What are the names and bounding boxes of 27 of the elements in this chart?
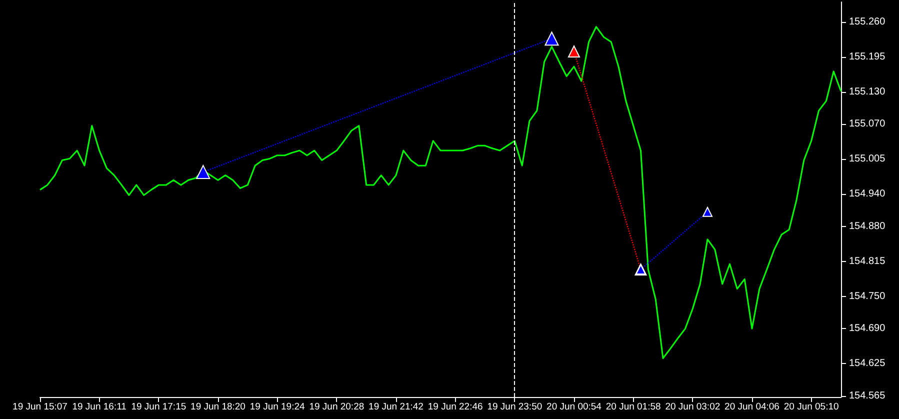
- x-tick-label: 19 Jun 20:28: [309, 402, 364, 412]
- y-tick-label: 155.260: [849, 16, 886, 28]
- y-tick-label: 154.940: [849, 188, 886, 200]
- y-tick-label: 154.750: [849, 290, 886, 302]
- y-tick-label: 154.565: [849, 390, 886, 402]
- y-tick-label: 154.625: [849, 358, 886, 370]
- x-tick-label: 19 Jun 22:46: [428, 402, 483, 412]
- x-tick-label: 20 Jun 03:02: [665, 402, 720, 412]
- x-tick-label: 20 Jun 01:58: [606, 402, 661, 412]
- x-tick-label: 19 Jun 17:15: [131, 402, 186, 412]
- y-tick-label: 155.005: [849, 154, 886, 165]
- y-tick-label: 155.070: [849, 118, 886, 130]
- x-tick-label: 20 Jun 05:10: [784, 402, 839, 412]
- y-tick-label: 154.815: [849, 256, 886, 267]
- y-tick-label: 155.130: [849, 86, 886, 98]
- y-tick-label: 154.690: [849, 323, 886, 334]
- x-tick-label: 19 Jun 19:24: [250, 402, 305, 412]
- line-series: [39, 26, 842, 360]
- y-tick-label: 155.195: [849, 51, 886, 62]
- x-tick-label: 19 Jun 15:07: [12, 402, 68, 412]
- x-tick-label: 19 Jun 23:50: [487, 402, 542, 412]
- x-tick-label: 19 Jun 16:11: [72, 402, 126, 412]
- x-tick-label: 20 Jun 00:54: [546, 402, 602, 412]
- x-tick-label: 19 Jun 21:42: [368, 402, 424, 412]
- x-tick-label: 19 Jun 18:20: [190, 402, 246, 412]
- y-tick-label: 154.880: [849, 220, 886, 232]
- x-tick-label: 20 Jun 04:06: [724, 402, 780, 412]
